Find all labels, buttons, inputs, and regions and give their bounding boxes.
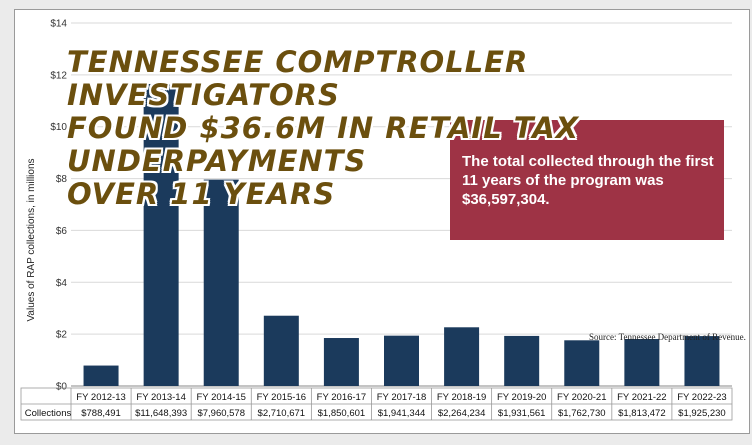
data-label: $1,850,601 — [318, 408, 366, 419]
data-label: $7,960,578 — [197, 408, 245, 419]
headline: TENNESSEE COMPTROLLER INVESTIGATORS FOUN… — [67, 46, 752, 211]
x-tick-label: FY 2021-22 — [617, 392, 666, 403]
x-tick-label: FY 2013-14 — [136, 392, 185, 403]
bar — [203, 179, 239, 386]
y-axis-ticks: $0 $2 $4 $6 $8 $10 $12 $14 — [50, 19, 67, 393]
y-tick-label: $12 — [50, 70, 67, 81]
data-label: $788,491 — [81, 408, 121, 419]
bar — [83, 365, 119, 386]
x-tick-label: FY 2015-16 — [257, 392, 306, 403]
bar — [143, 83, 179, 386]
data-label: $2,264,234 — [438, 408, 486, 419]
bar — [384, 335, 419, 386]
headline-line-3: UNDERPAYMENTS — [67, 144, 367, 178]
bar — [323, 338, 359, 386]
data-label: $11,648,393 — [135, 408, 187, 419]
table-row-label: Collections — [25, 408, 72, 419]
chart-card: $0 $2 $4 $6 $8 $10 $12 $14 Values of RAP collec… — [14, 9, 750, 434]
bar — [504, 335, 540, 386]
data-label: $1,762,730 — [558, 408, 606, 419]
x-tick-label: FY 2018-19 — [437, 392, 486, 403]
data-label: $2,710,671 — [258, 408, 306, 419]
bar-chart: $0 $2 $4 $6 $8 $10 $12 $14 Values of RAP collec… — [20, 19, 733, 421]
x-tick-label: FY 2020-21 — [557, 392, 606, 403]
data-label: $1,925,230 — [678, 408, 726, 419]
source-note: Source: Tennessee Department of Revenue. — [589, 332, 746, 342]
bar — [684, 336, 720, 386]
bars — [83, 83, 720, 386]
headline-line-1: TENNESSEE COMPTROLLER INVESTIGATORS — [67, 45, 529, 112]
y-axis-label: Values of RAP collections, in millions — [26, 158, 37, 321]
bar — [444, 327, 480, 386]
x-tick-label: FY 2022-23 — [677, 392, 726, 403]
data-label: $1,941,344 — [378, 408, 426, 419]
y-tick-label: $6 — [56, 226, 68, 237]
data-label: $1,931,561 — [498, 408, 546, 419]
y-tick-label: $14 — [50, 19, 67, 30]
collections-table: Collections FY 2012-13 $788,491 FY 2013-14 $… — [20, 387, 733, 421]
x-tick-label: FY 2019-20 — [497, 392, 546, 403]
y-tick-label: $2 — [56, 330, 68, 341]
y-tick-label: $8 — [56, 174, 68, 185]
data-label: $1,813,472 — [618, 408, 666, 419]
bar — [624, 338, 660, 386]
gridlines — [71, 22, 732, 387]
bar — [564, 340, 600, 386]
y-tick-label: $0 — [56, 382, 68, 393]
bar — [263, 315, 299, 386]
y-tick-label: $10 — [50, 122, 67, 133]
headline-line-4: OVER 11 YEARS — [67, 177, 336, 211]
callout-text: The total collected through the first 11… — [462, 153, 714, 208]
x-tick-label: FY 2012-13 — [76, 392, 125, 403]
headline-line-2: FOUND $36.6M IN RETAIL TAX — [67, 111, 580, 145]
x-tick-label: FY 2014-15 — [196, 392, 245, 403]
x-tick-label: FY 2016-17 — [317, 392, 366, 403]
x-tick-label: FY 2017-18 — [377, 392, 426, 403]
y-tick-label: $4 — [56, 278, 68, 289]
total-callout: The total collected through the first 11… — [450, 120, 724, 240]
